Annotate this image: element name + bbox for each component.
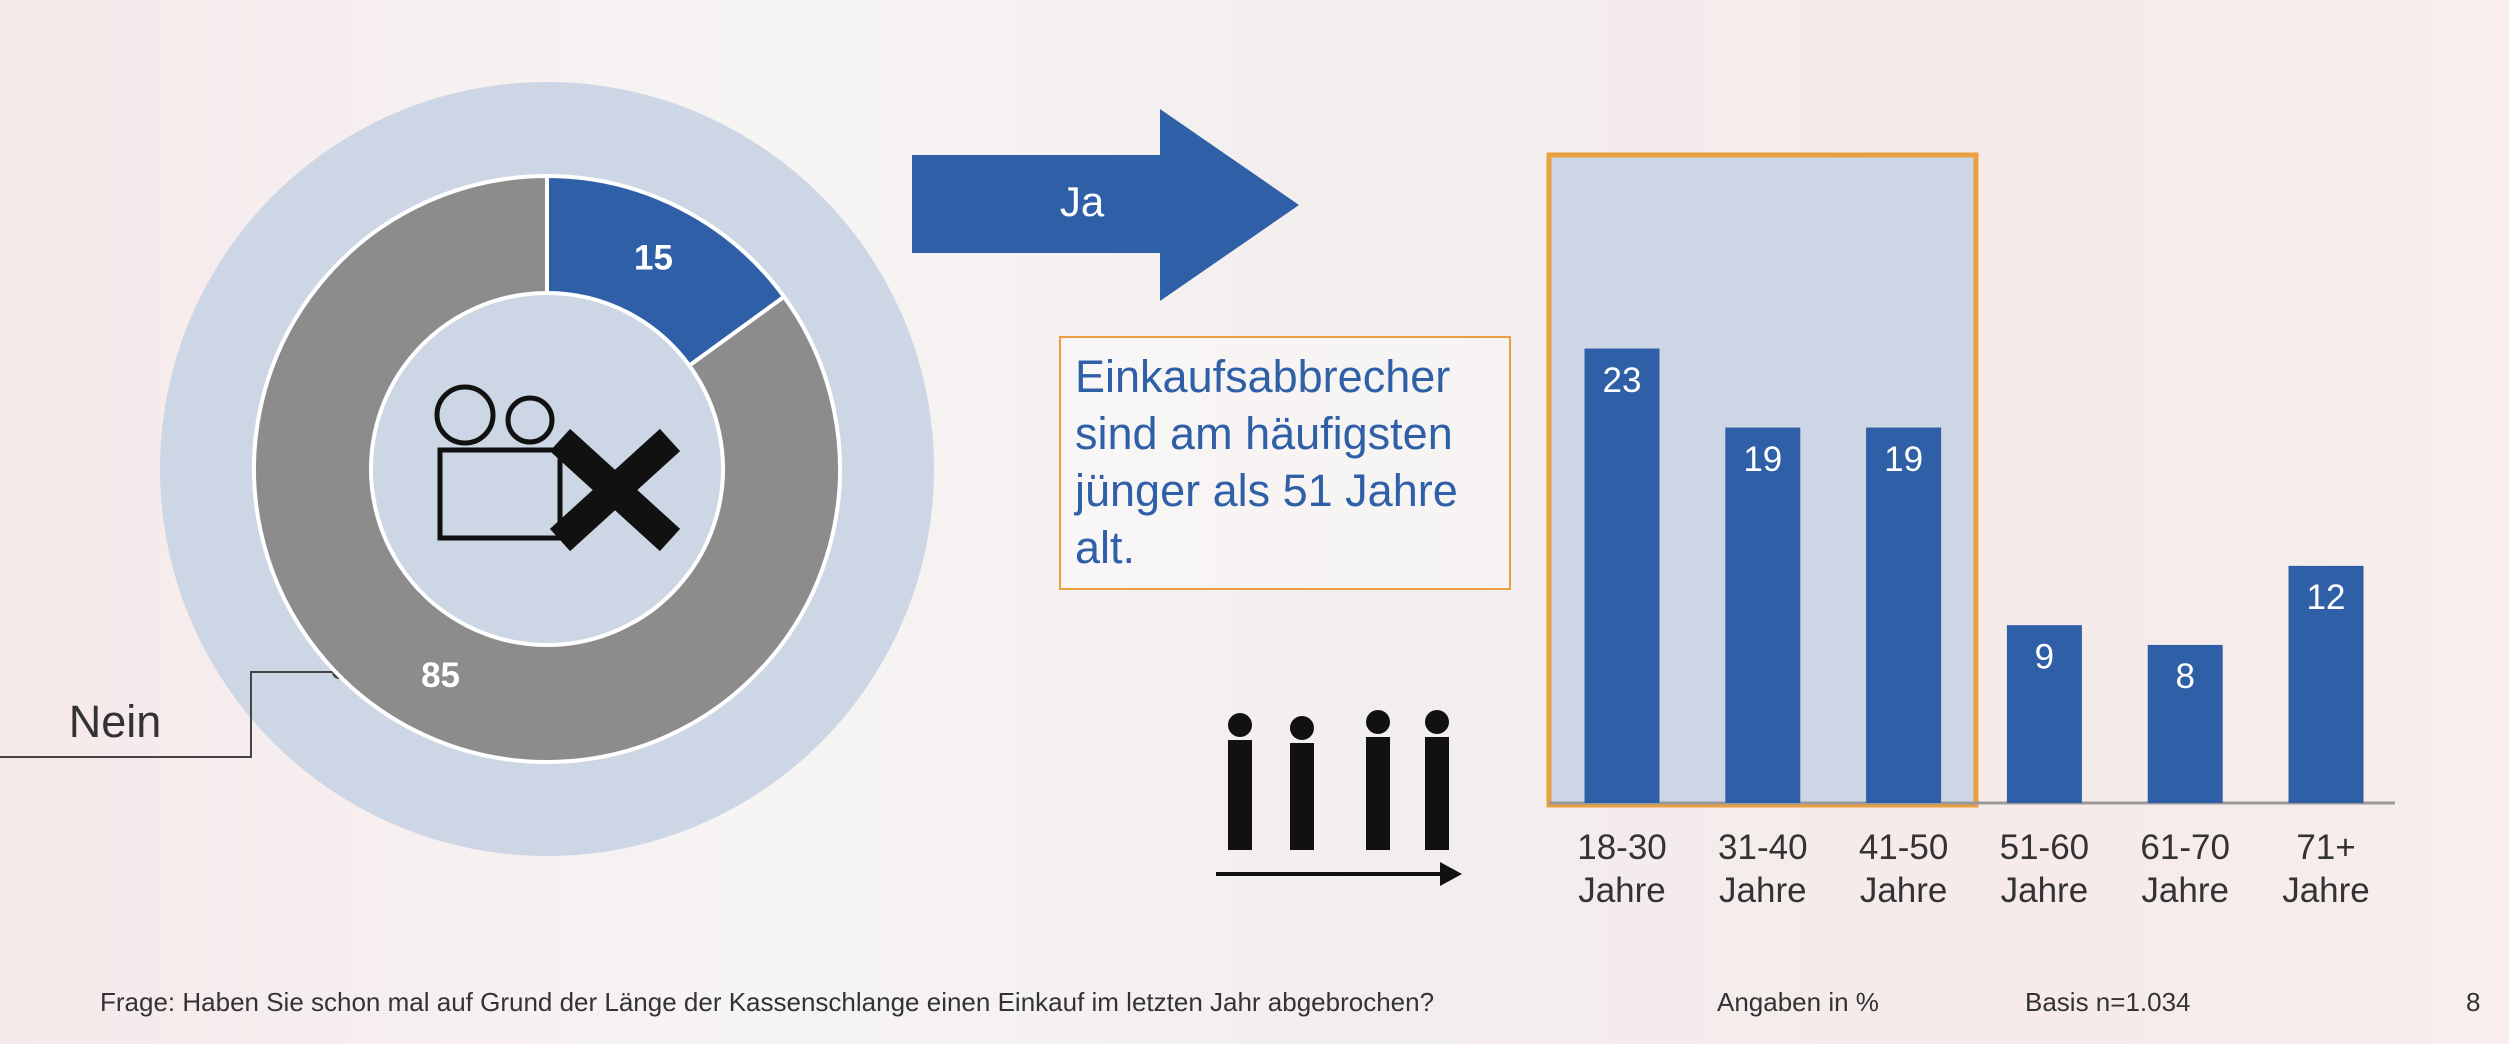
- bar: [1866, 427, 1942, 803]
- people-icon: [1216, 710, 1462, 886]
- nein-label: Nein: [69, 696, 162, 747]
- footer-unit: Angaben in %: [1717, 987, 1879, 1017]
- value-label: 23: [1603, 361, 1642, 400]
- bar: [2006, 625, 2082, 803]
- bar: [2147, 644, 2223, 803]
- arrow: [912, 109, 1299, 301]
- page-number: 8: [2466, 987, 2481, 1017]
- footer-basis: Basis n=1.034: [2025, 987, 2191, 1017]
- x-tick-label: 41-50 Jahre: [1858, 828, 1949, 910]
- bar: [2288, 565, 2364, 803]
- value-label: 19: [1743, 440, 1782, 479]
- value-label: 8: [2175, 657, 2194, 696]
- x-tick-label: 71+ Jahre: [2282, 828, 2370, 910]
- donut-slice: [252, 173, 842, 764]
- basket-icon: [434, 384, 681, 552]
- bar: [1584, 348, 1660, 803]
- value-label: 19: [1884, 440, 1923, 479]
- leader-line: [0, 671, 339, 758]
- value-label: 9: [2035, 637, 2054, 676]
- x-tick-label: 61-70 Jahre: [2140, 828, 2230, 910]
- x-tick-label: 18-30 Jahre: [1577, 828, 1667, 910]
- value-label: 15: [634, 238, 673, 277]
- bar: [1725, 427, 1801, 803]
- value-label: 85: [421, 656, 460, 695]
- footer-question: Frage: Haben Sie schon mal auf Grund der…: [100, 987, 1435, 1017]
- annotation: Einkaufsabbrecher sind am häufigsten jün…: [1059, 336, 1511, 590]
- x-tick-label: 31-40 Jahre: [1718, 828, 1808, 910]
- value-label: 12: [2307, 578, 2346, 617]
- ja-label: Ja: [1060, 178, 1105, 225]
- x-tick-label: 51-60 Jahre: [1999, 828, 2090, 910]
